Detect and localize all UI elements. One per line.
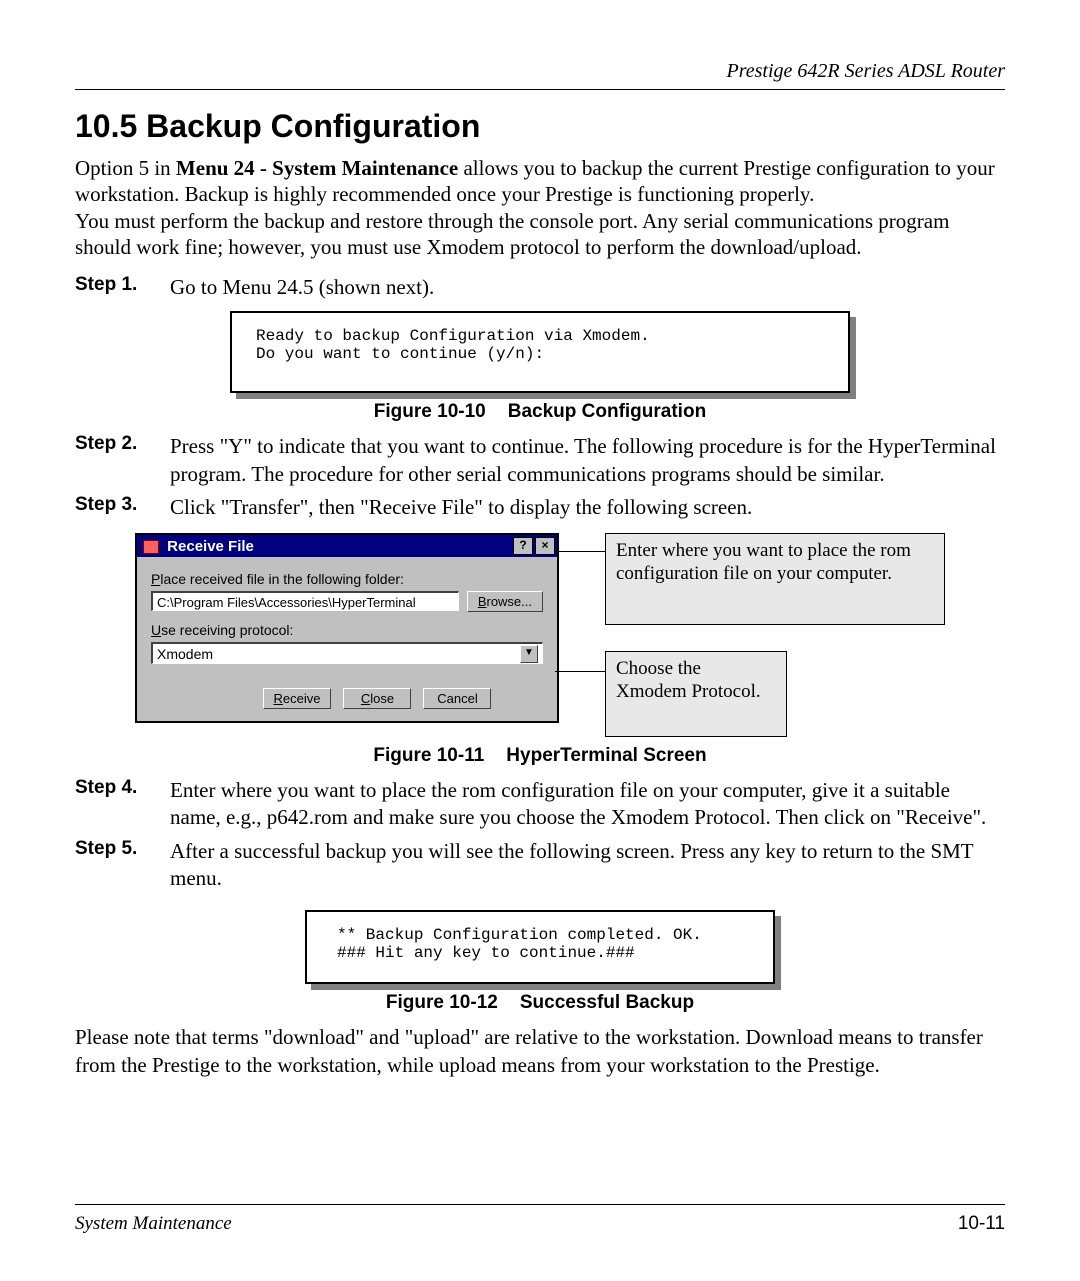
step-2: Step 2. Press "Y" to indicate that you w…: [75, 433, 1005, 488]
step-text: Go to Menu 24.5 (shown next).: [170, 274, 1005, 301]
receive-button[interactable]: Receive: [263, 688, 332, 709]
figure-10-11-caption: Figure 10-11 HyperTerminal Screen: [75, 745, 1005, 767]
intro-paragraph: Option 5 in Menu 24 - System Maintenance…: [75, 155, 1005, 260]
receive-file-dialog: Receive File ? × Place received file in …: [135, 533, 559, 723]
figure-title: Successful Backup: [520, 992, 694, 1013]
dialog-title: Receive File: [167, 538, 254, 555]
page-header: Prestige 642R Series ADSL Router: [75, 60, 1005, 90]
step-label: Step 4.: [75, 777, 170, 832]
close-button[interactable]: ×: [535, 537, 555, 555]
callout-protocol: Choose the Xmodem Protocol.: [605, 651, 787, 737]
protocol-label: Use receiving protocol:: [151, 622, 543, 638]
hyperterminal-figure: Receive File ? × Place received file in …: [75, 533, 1005, 737]
terminal-2: ** Backup Configuration completed. OK. #…: [305, 910, 775, 984]
step-text: After a successful backup you will see t…: [170, 838, 1005, 893]
closing-note: Please note that terms "download" and "u…: [75, 1024, 1005, 1079]
help-button[interactable]: ?: [513, 537, 533, 555]
cancel-button[interactable]: Cancel: [423, 688, 491, 709]
browse-button[interactable]: Browse...: [467, 591, 543, 612]
step-5: Step 5. After a successful backup you wi…: [75, 838, 1005, 893]
dialog-titlebar: Receive File ? ×: [137, 535, 557, 557]
protocol-select[interactable]: Xmodem ▼: [151, 642, 543, 664]
figure-title: HyperTerminal Screen: [506, 745, 706, 766]
step-text: Click "Transfer", then "Receive File" to…: [170, 494, 1005, 521]
step-label: Step 1.: [75, 274, 170, 301]
figure-label: Figure 10-12: [386, 992, 498, 1013]
figure-label: Figure 10-11: [373, 745, 484, 766]
folder-input[interactable]: C:\Program Files\Accessories\HyperTermin…: [151, 591, 459, 611]
intro-bold-menu: Menu 24 - System Maintenance: [176, 156, 458, 180]
step-1: Step 1. Go to Menu 24.5 (shown next).: [75, 274, 1005, 301]
chevron-down-icon[interactable]: ▼: [520, 645, 538, 663]
step-4: Step 4. Enter where you want to place th…: [75, 777, 1005, 832]
callout-folder: Enter where you want to place the rom co…: [605, 533, 945, 625]
step-label: Step 5.: [75, 838, 170, 893]
step-text: Enter where you want to place the rom co…: [170, 777, 1005, 832]
figure-label: Figure 10-10: [374, 401, 486, 422]
step-label: Step 3.: [75, 494, 170, 521]
figure-10-12-caption: Figure 10-12 Successful Backup: [75, 992, 1005, 1014]
dialog-icon: [143, 540, 159, 554]
step-text: Press "Y" to indicate that you want to c…: [170, 433, 1005, 488]
folder-label: Place received file in the following fol…: [151, 571, 543, 587]
protocol-value: Xmodem: [157, 646, 213, 662]
step-label: Step 2.: [75, 433, 170, 488]
terminal-content: Ready to backup Configuration via Xmodem…: [230, 311, 850, 393]
close-dialog-button[interactable]: Close: [343, 688, 411, 709]
page-footer: System Maintenance 10-11: [75, 1204, 1005, 1235]
terminal-1: Ready to backup Configuration via Xmodem…: [230, 311, 850, 393]
footer-left: System Maintenance: [75, 1213, 232, 1235]
figure-title: Backup Configuration: [508, 401, 706, 422]
figure-10-10-caption: Figure 10-10 Backup Configuration: [75, 401, 1005, 423]
footer-right: 10-11: [958, 1213, 1005, 1235]
step-3: Step 3. Click "Transfer", then "Receive …: [75, 494, 1005, 521]
section-heading: 10.5 Backup Configuration: [75, 108, 1005, 145]
terminal-content: ** Backup Configuration completed. OK. #…: [305, 910, 775, 984]
